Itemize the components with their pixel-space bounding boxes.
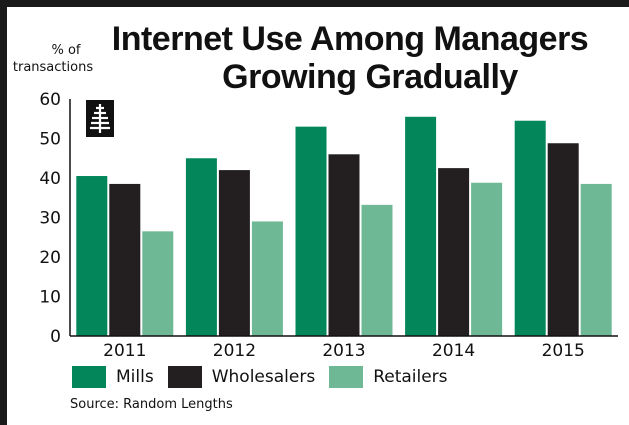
x-tick-label: 2014 xyxy=(432,341,475,361)
chart-title-line-1: Internet Use Among Managers xyxy=(111,20,589,58)
legend-swatch-mills xyxy=(72,366,106,388)
bar-wholesalers-2013 xyxy=(328,154,360,336)
y-tick-label: 50 xyxy=(39,130,61,150)
bar-wholesalers-2014 xyxy=(438,168,470,336)
source-note: Source: Random Lengths xyxy=(70,397,233,412)
legend-item-wholesalers: Wholesalers xyxy=(167,366,316,388)
y-axis-label: % of transactions xyxy=(13,42,116,76)
legend-item-mills: Mills xyxy=(72,366,154,388)
x-tick-label: 2015 xyxy=(542,341,585,361)
bar-wholesalers-2015 xyxy=(547,143,579,336)
bar-retailers-2011 xyxy=(142,231,174,336)
bar-mills-2012 xyxy=(185,158,217,336)
chart-title-line-2: Growing Gradually xyxy=(222,58,518,96)
legend-swatch-wholesalers xyxy=(167,366,202,388)
x-tick-label: 2012 xyxy=(213,341,256,361)
y-axis-label-line-1: % of xyxy=(51,43,81,58)
y-tick-label: 60 xyxy=(39,90,61,110)
chart-legend: Mills Wholesalers Retailers xyxy=(72,364,462,390)
y-tick-label: 30 xyxy=(39,209,61,229)
y-tick-label: 40 xyxy=(39,169,61,189)
x-tick-label: 2013 xyxy=(322,341,365,361)
bar-retailers-2014 xyxy=(471,182,503,336)
frame-left-border xyxy=(0,0,7,425)
y-tick-label: 0 xyxy=(50,327,61,347)
y-axis-label-line-2: transactions xyxy=(12,60,94,75)
frame-top-border xyxy=(0,0,629,7)
legend-label-wholesalers: Wholesalers xyxy=(211,367,316,387)
bar-retailers-2012 xyxy=(251,221,283,336)
legend-item-retailers: Retailers xyxy=(329,366,448,388)
y-tick-label: 20 xyxy=(39,248,61,268)
bar-retailers-2015 xyxy=(580,183,612,336)
bar-wholesalers-2011 xyxy=(109,183,141,336)
y-tick-label: 10 xyxy=(39,288,61,308)
bar-wholesalers-2012 xyxy=(218,170,250,336)
bar-retailers-2013 xyxy=(361,204,393,336)
bar-mills-2013 xyxy=(295,126,327,337)
bar-mills-2015 xyxy=(514,120,546,336)
chart-title: Internet Use Among Managers Growing Grad… xyxy=(100,20,600,96)
tree-logo-icon xyxy=(86,100,114,137)
bar-mills-2011 xyxy=(76,176,108,336)
legend-label-retailers: Retailers xyxy=(373,367,448,387)
legend-swatch-retailers xyxy=(329,366,364,388)
bar-mills-2014 xyxy=(405,116,437,337)
x-tick-label: 2011 xyxy=(103,341,146,361)
legend-label-mills: Mills xyxy=(116,367,154,387)
